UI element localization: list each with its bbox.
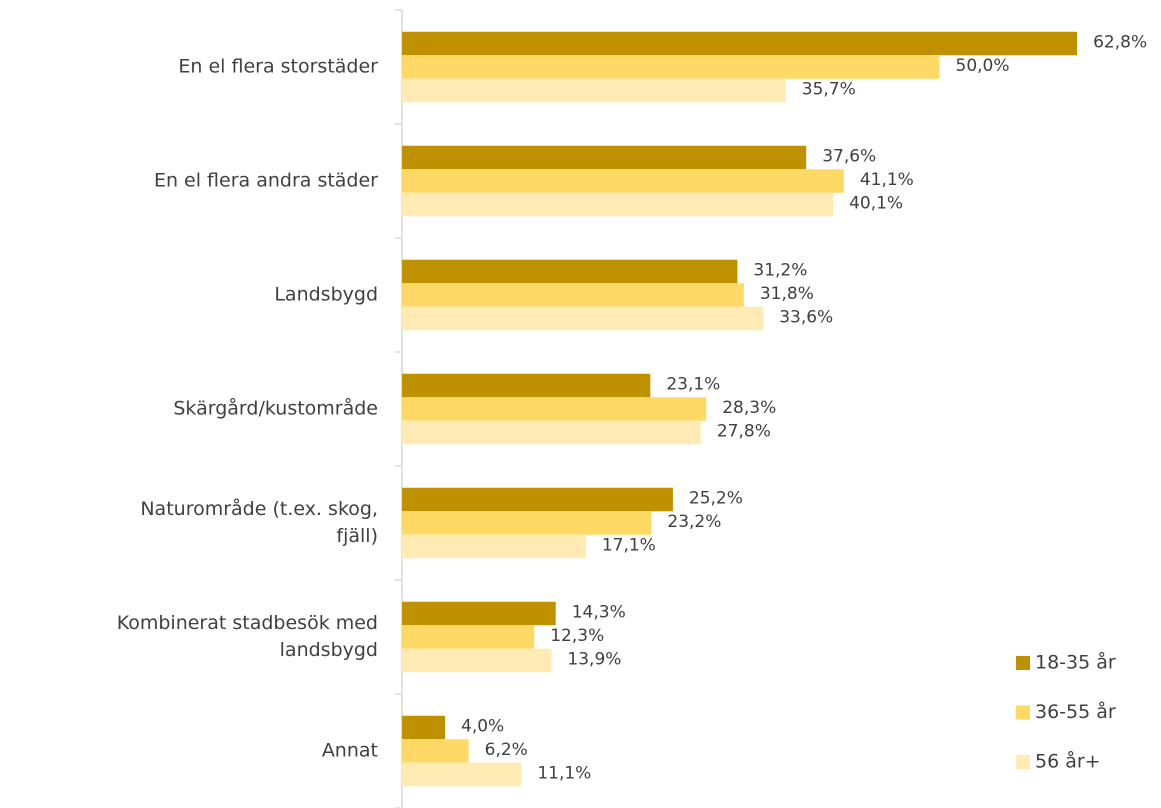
category-label: En el flera storstäder [178,56,378,78]
category-label: Skärgård/kustområde [173,397,378,420]
category-label: Landsbygd [274,284,378,306]
bar [402,715,445,740]
value-label: 31,2% [753,261,807,281]
bar [402,420,701,445]
bar [402,306,764,331]
bar [402,55,940,79]
category-label: En el flera andra städer [154,170,378,192]
bar [402,169,844,193]
category-label: landsbygd [280,639,378,661]
value-label: 13,9% [567,650,621,670]
category-label: Naturområde (t.ex. skog, [140,497,378,520]
legend-swatch [1016,705,1030,720]
value-label: 27,8% [717,422,771,442]
value-label: 25,2% [689,489,743,509]
value-label: 23,2% [667,512,721,532]
value-label: 28,3% [722,398,776,418]
bar [402,762,522,787]
bar [402,31,1078,56]
legend-label: 56 år+ [1035,750,1101,773]
legend-label: 36-55 år [1035,700,1116,723]
value-label: 50,0% [956,56,1010,76]
value-label: 37,6% [822,147,876,167]
value-label: 17,1% [602,536,656,556]
bar [402,511,652,535]
bar [402,192,834,217]
value-label: 23,1% [666,375,720,395]
legend-label: 18-35 år [1035,651,1116,674]
bar [402,648,552,673]
value-label: 31,8% [760,284,814,304]
bar [402,259,738,284]
bar [402,601,556,626]
bar [402,487,673,512]
bar [402,625,535,649]
bar [402,739,469,763]
bar [402,397,707,421]
legend-swatch [1016,755,1030,769]
value-label: 35,7% [802,80,856,100]
category-label: Kombinerat stadbesök med [117,612,378,634]
bar [402,534,586,559]
bar [402,145,807,170]
value-label: 11,1% [537,764,591,784]
category-label: Annat [322,740,378,762]
bar [402,283,744,307]
value-label: 12,3% [550,626,604,646]
value-label: 62,8% [1093,33,1147,53]
legend-swatch [1016,656,1030,670]
value-label: 33,6% [779,308,833,328]
bar [402,373,651,398]
bar [402,78,786,103]
category-label: fjäll) [336,525,378,547]
value-label: 41,1% [860,170,914,190]
value-label: 6,2% [485,740,528,760]
value-label: 14,3% [572,603,626,623]
value-label: 40,1% [849,194,903,214]
value-label: 4,0% [461,717,504,737]
